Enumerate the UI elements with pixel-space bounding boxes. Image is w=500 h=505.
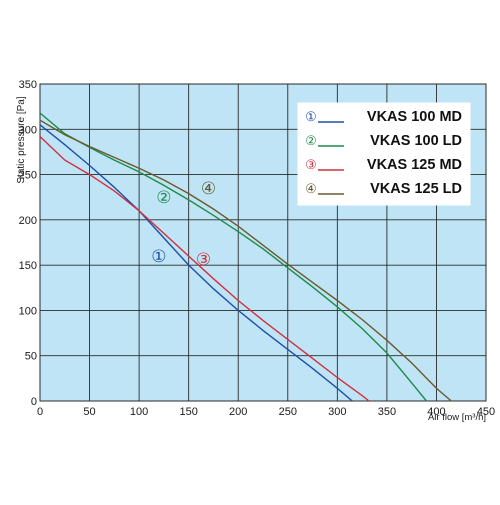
y-axis-label: Static pressure [Pa]	[16, 96, 27, 183]
marker-label-layer: ① ② ③ ④	[151, 179, 216, 269]
legend-label-vkas-100-md: VKAS 100 MD	[367, 109, 462, 125]
legend-label-vkas-125-ld: VKAS 125 LD	[370, 181, 462, 197]
legend-label-vkas-125-md: VKAS 125 MD	[367, 157, 462, 173]
curve-marker-vkas-125-ld: ④	[201, 179, 216, 198]
curve-marker-vkas-100-ld: ②	[156, 188, 171, 207]
x-tick-label: 100	[130, 406, 148, 418]
x-tick-label: 50	[83, 406, 95, 418]
legend-marker-vkas-125-ld: ④	[305, 181, 317, 196]
legend-marker-vkas-100-ld: ②	[305, 133, 317, 148]
legend-label-vkas-100-ld: VKAS 100 LD	[370, 133, 462, 149]
legend-box	[297, 102, 471, 206]
y-tick-label: 0	[31, 396, 37, 408]
y-tick-label: 250	[19, 170, 37, 182]
x-tick-label: 450	[477, 406, 495, 418]
y-tick-label: 350	[19, 79, 37, 91]
y-tick-label: 200	[19, 215, 37, 227]
legend: ① VKAS 100 MD ② VKAS 100 LD ③ VKAS 125 MD ④ VKA…	[297, 102, 471, 206]
x-tick-label: 250	[279, 406, 297, 418]
x-tick-label: 200	[229, 406, 247, 418]
plot-frame	[39, 83, 487, 402]
x-tick-label: 0	[37, 406, 43, 418]
x-axis-label: Air flow [m³/h]	[428, 412, 486, 423]
curve-marker-vkas-100-md: ①	[151, 247, 166, 266]
tick-label-layer: 0 50 100 150 200 250 300 350 400 450 0 50 100 150 200 2…	[19, 79, 496, 418]
series-line-vkas-100-md	[39, 124, 353, 402]
series-line-vkas-125-md	[39, 135, 370, 402]
x-tick-label: 350	[378, 406, 396, 418]
legend-marker-vkas-100-md: ①	[305, 109, 317, 124]
y-tick-label: 300	[19, 124, 37, 136]
curve-marker-vkas-125-md: ③	[196, 250, 211, 269]
series-line-vkas-100-ld	[39, 112, 428, 402]
y-tick-label: 150	[19, 260, 37, 272]
series-layer	[39, 112, 452, 402]
legend-items: ① VKAS 100 MD ② VKAS 100 LD ③ VKAS 125 MD ④ VKA…	[305, 109, 462, 197]
y-tick-label: 100	[19, 305, 37, 317]
legend-marker-vkas-125-md: ③	[305, 157, 317, 172]
y-tick-label: 50	[25, 351, 37, 363]
x-tick-label: 150	[179, 406, 197, 418]
series-line-vkas-125-ld	[39, 119, 452, 402]
x-tick-label: 400	[427, 406, 445, 418]
x-tick-label: 300	[328, 406, 346, 418]
